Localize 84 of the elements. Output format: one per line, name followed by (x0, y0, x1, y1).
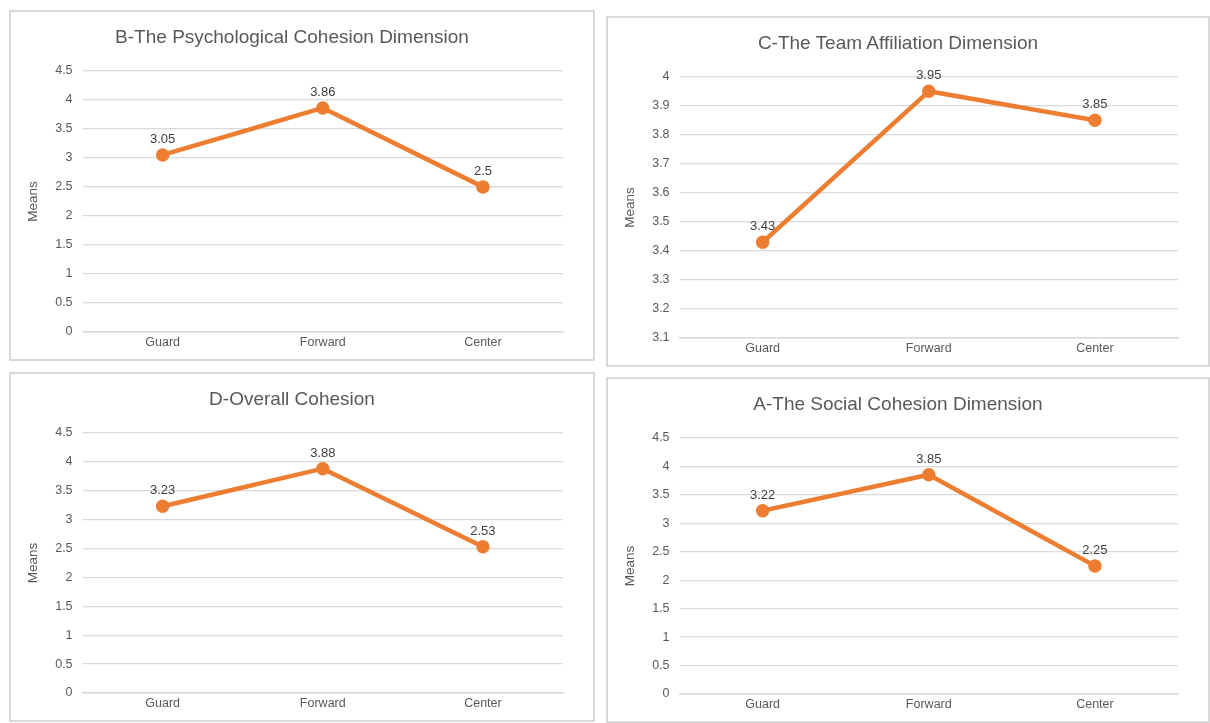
y-tick-label: 3.5 (55, 483, 73, 498)
y-tick-label: 2.5 (55, 540, 73, 555)
y-tick-label: 3 (662, 515, 670, 530)
x-tick-label: Guard (145, 334, 181, 349)
data-label: 3.85 (916, 450, 942, 466)
point (155, 148, 170, 162)
y-tick-label: 4 (662, 69, 670, 84)
y-tick-label: 3.5 (652, 214, 670, 229)
y-tick-label: 3.4 (652, 243, 670, 258)
y-tick-label: 4.5 (55, 63, 73, 78)
chart-title: A-The Social Cohesion Dimension (753, 392, 1043, 414)
y-tick-label: 1.5 (55, 598, 73, 613)
point (1088, 113, 1102, 128)
x-tick-label: Center (1076, 340, 1114, 355)
y-tick-label: 3.3 (652, 272, 670, 287)
x-tick-label: Center (464, 334, 502, 349)
y-tick-label: 3.2 (652, 301, 670, 316)
y-tick-label: 1 (662, 629, 670, 644)
y-tick-label: 2 (65, 569, 73, 584)
x-tick-label: Center (464, 695, 502, 710)
y-tick-label: 1 (65, 266, 73, 281)
x-tick-label: Guard (145, 695, 181, 710)
chart-title: C-The Team Affiliation Dimension (757, 31, 1039, 53)
chart-title: D-Overall Cohesion (209, 387, 375, 409)
y-tick-label: 0 (65, 324, 73, 339)
y-tick-label: 3.5 (652, 487, 670, 502)
x-tick-label: Forward (905, 340, 952, 355)
data-label: 3.85 (1082, 96, 1108, 112)
x-tick-label: Forward (905, 696, 952, 711)
data-label: 3.23 (149, 482, 176, 498)
y-axis-title: Means (621, 545, 637, 587)
y-tick-label: 3.6 (652, 185, 670, 200)
data-label: 2.5 (473, 162, 492, 178)
y-tick-label: 3.7 (652, 156, 670, 171)
y-tick-label: 1.5 (652, 601, 670, 616)
data-label: 3.86 (310, 84, 336, 100)
data-label: 3.88 (310, 444, 336, 460)
x-tick-label: Guard (745, 340, 781, 355)
y-tick-label: 3.9 (652, 98, 670, 113)
data-label: 3.05 (149, 131, 176, 147)
y-tick-label: 4 (65, 454, 73, 469)
point (922, 468, 936, 482)
y-axis-title: Means (24, 180, 40, 222)
y-tick-label: 1 (65, 627, 73, 642)
point (316, 101, 330, 115)
x-tick-label: Guard (745, 696, 781, 711)
y-tick-label: 3.1 (652, 330, 670, 345)
y-tick-label: 2 (65, 208, 73, 223)
point (1088, 559, 1102, 573)
y-tick-label: 0.5 (652, 657, 670, 672)
y-tick-label: 4.5 (652, 430, 670, 445)
x-tick-label: Center (1076, 696, 1114, 711)
y-tick-label: 2.5 (55, 179, 73, 194)
y-tick-label: 0.5 (55, 295, 73, 310)
y-tick-label: 0 (65, 685, 73, 700)
y-tick-label: 3.5 (55, 121, 73, 136)
y-tick-label: 3 (65, 511, 73, 526)
x-tick-label: Forward (299, 334, 346, 349)
point (922, 84, 936, 99)
y-axis-title: Means (621, 186, 637, 228)
data-label: 3.43 (749, 218, 776, 234)
point (476, 180, 490, 194)
x-tick-label: Forward (299, 695, 346, 710)
y-tick-label: 3 (65, 150, 73, 165)
data-label: 2.25 (1082, 541, 1108, 557)
y-tick-label: 4 (662, 458, 670, 473)
point (755, 235, 770, 249)
point (755, 503, 770, 518)
data-label: 3.22 (749, 486, 776, 502)
point (476, 539, 490, 554)
y-axis-title: Means (24, 542, 40, 584)
y-tick-label: 2 (662, 572, 670, 587)
y-tick-label: 3.8 (652, 127, 670, 142)
y-tick-label: 0 (662, 686, 670, 701)
y-tick-label: 0.5 (55, 656, 73, 671)
y-tick-label: 4.5 (55, 425, 73, 440)
data-label: 3.95 (916, 67, 942, 83)
point (155, 499, 170, 513)
point (316, 461, 330, 476)
data-label: 2.53 (470, 522, 496, 538)
y-tick-label: 1.5 (55, 237, 73, 252)
chart-title: B-The Psychological Cohesion Dimension (115, 25, 469, 47)
y-tick-label: 2.5 (652, 544, 670, 559)
y-tick-label: 4 (65, 92, 73, 107)
